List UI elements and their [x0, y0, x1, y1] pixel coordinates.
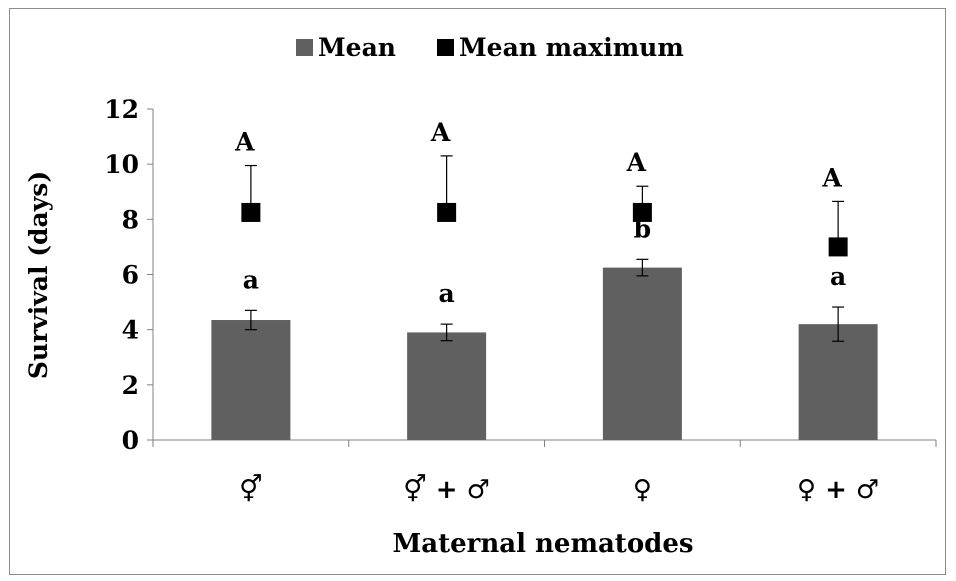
legend-label-mean-maximum: Mean maximum — [459, 33, 684, 62]
marker — [632, 202, 652, 222]
significance-letter: A — [821, 163, 842, 192]
x-tick-label: ♀ — [633, 475, 652, 505]
bar — [602, 267, 682, 440]
bar — [407, 332, 487, 440]
bar-series-mean: a aba — [211, 214, 878, 440]
y-ticks: 0 2 4 6 8 10 12 — [104, 95, 153, 455]
y-tick-label: 0 — [122, 426, 139, 455]
significance-letter: A — [430, 118, 451, 147]
marker — [437, 202, 457, 222]
y-tick-label: 12 — [104, 95, 139, 124]
significance-letter: a — [243, 265, 259, 294]
y-tick-label: 6 — [122, 261, 139, 290]
y-tick-label: 2 — [122, 371, 139, 400]
y-axis-title: Survival (days) — [24, 171, 53, 379]
x-axis-title: Maternal nematodes — [392, 529, 693, 559]
marker-series-mean-maximum: A A A A — [234, 118, 848, 257]
x-ticks — [152, 440, 937, 447]
bar — [798, 324, 878, 440]
y-tick-label: 10 — [104, 150, 139, 179]
x-tick-label: ⚥ + ♂ — [403, 474, 490, 505]
legend-label-mean: Mean — [318, 33, 396, 62]
significance-letter: a — [439, 279, 455, 308]
legend: Mean Mean maximum — [296, 33, 684, 62]
x-tick-labels: ⚥ ⚥ + ♂ ♀ ♀ + ♂ — [239, 474, 879, 505]
legend-swatch-mean — [296, 39, 313, 56]
legend-swatch-mean-maximum — [437, 39, 454, 56]
x-tick-label: ♀ + ♂ — [797, 475, 879, 505]
y-tick-label: 4 — [122, 316, 139, 345]
x-tick-label: ⚥ — [239, 474, 262, 505]
bar — [211, 320, 291, 440]
significance-letter: A — [626, 148, 647, 177]
marker — [828, 237, 848, 257]
y-tick-label: 8 — [122, 205, 139, 234]
significance-letter: a — [830, 262, 846, 291]
marker — [241, 202, 261, 222]
chart-frame — [9, 8, 946, 575]
significance-letter: A — [234, 128, 255, 157]
